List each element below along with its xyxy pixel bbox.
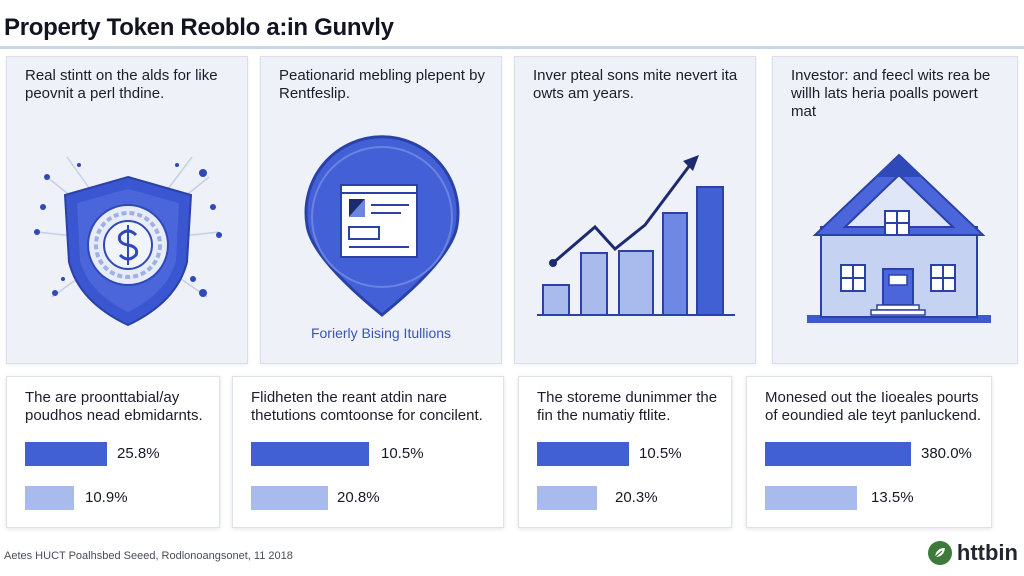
stat-card-4: Monesed out the Iioeales pourts of eound… [746, 376, 992, 528]
panel-description: Peationarid mebling plepent by Rentfesli… [279, 67, 485, 102]
stat-bar-value: 10.9% [85, 489, 128, 506]
stat-bar [251, 442, 369, 466]
stat-bar-value: 20.8% [337, 489, 380, 506]
info-panel-growth: Inver pteal sons mite nevert ita owts am… [514, 56, 756, 364]
stat-bar [765, 442, 911, 466]
stat-bar [25, 442, 107, 466]
house-icon [807, 153, 991, 323]
stat-bar-value: 380.0% [921, 445, 972, 462]
stat-bar-value: 10.5% [639, 445, 682, 462]
stat-bar [251, 486, 328, 510]
stat-bar [537, 442, 629, 466]
card-description: Flidheten the reant atdin nare thetution… [251, 389, 483, 424]
bar-chart-trend-icon [537, 155, 735, 316]
panel-description: Inver pteal sons mite nevert ita owts am… [533, 67, 738, 102]
page-title: Property Token Reoblo a:in Gunvly [4, 14, 394, 41]
stat-card-2: Flidheten the reant atdin nare thetution… [232, 376, 504, 528]
browser-window-pin-icon [304, 135, 460, 317]
brand-name: httbin [956, 540, 1018, 565]
stat-bar-row: 10.5% [251, 442, 491, 466]
card-description: The storeme dunimmer the fin the numatiy… [537, 389, 718, 424]
stat-bar [25, 486, 74, 510]
panel-caption: Forierly Bising Itullions [310, 325, 452, 341]
footer-note: Aetes HUCT Poalhsbed Seeed, Rodlonoangso… [4, 550, 293, 562]
shield-coin-icon [34, 156, 222, 327]
stat-card-1: The are proonttabial/ay poudhos nead ebm… [6, 376, 220, 528]
stat-bar-row: 10.9% [25, 486, 215, 510]
stat-bar-row: 380.0% [765, 442, 987, 466]
stat-bar-row: 10.5% [537, 442, 727, 466]
title-divider [0, 46, 1024, 49]
stat-bar-value: 13.5% [871, 489, 914, 506]
info-panel-platform: Peationarid mebling plepent by Rentfesli… [260, 56, 502, 364]
panel-description: Real stintt on the alds for like peovnit… [25, 67, 218, 102]
stat-bar-row: 13.5% [765, 486, 987, 510]
brand-logo[interactable]: httbin [927, 540, 1018, 566]
stat-card-3: The storeme dunimmer the fin the numatiy… [518, 376, 732, 528]
info-panel-investor: Investor: and feecl wits rea be willh la… [772, 56, 1018, 364]
card-description: The are proonttabial/ay poudhos nead ebm… [25, 389, 203, 424]
stat-bar-row: 20.8% [251, 486, 491, 510]
stat-bar [765, 486, 857, 510]
card-description: Monesed out the Iioeales pourts of eound… [765, 389, 981, 424]
stat-bar-value: 25.8% [117, 445, 160, 462]
stat-bar [537, 486, 597, 510]
panel-description: Investor: and feecl wits rea be willh la… [791, 67, 991, 120]
leaf-logo-icon [927, 541, 952, 565]
stat-bar-row: 25.8% [25, 442, 215, 466]
stat-bar-value: 20.3% [615, 489, 658, 506]
stat-bar-row: 20.3% [537, 486, 727, 510]
stat-bar-value: 10.5% [381, 445, 424, 462]
info-panel-security: Real stintt on the alds for like peovnit… [6, 56, 248, 364]
